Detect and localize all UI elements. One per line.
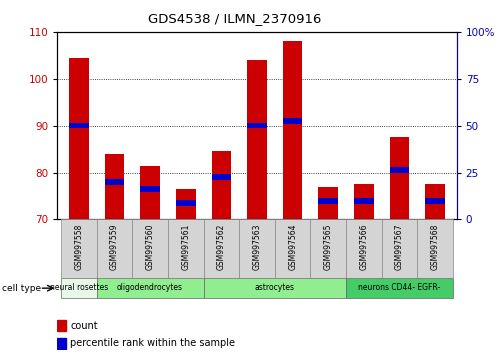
Bar [354,184,374,219]
Bar [425,198,445,204]
Bar [247,123,267,129]
Bar [346,219,382,278]
Bar [247,60,267,219]
Bar [283,41,302,219]
Bar [239,219,275,278]
Text: GSM997562: GSM997562 [217,224,226,270]
Bar [140,186,160,192]
Bar [57,338,66,349]
Bar [105,179,124,185]
Bar [275,219,310,278]
Bar [354,198,374,204]
Bar [168,219,204,278]
Bar [176,200,196,206]
Text: GSM997565: GSM997565 [324,224,333,270]
Bar [69,123,89,129]
Bar [61,278,97,298]
Bar [212,152,231,219]
Bar [57,320,66,331]
Text: cell type: cell type [2,284,41,293]
Text: count: count [70,321,98,331]
Text: neural rosettes: neural rosettes [49,283,108,292]
Bar [97,278,204,298]
Text: GSM997563: GSM997563 [252,224,261,270]
Bar [425,184,445,219]
Bar [105,154,124,219]
Bar [346,278,453,298]
Bar [390,167,409,173]
Bar [390,137,409,219]
Bar [318,187,338,219]
Text: GSM997564: GSM997564 [288,224,297,270]
Bar [97,219,132,278]
Bar [176,189,196,219]
Text: GDS4538 / ILMN_2370916: GDS4538 / ILMN_2370916 [148,12,321,25]
Text: GSM997559: GSM997559 [110,224,119,270]
Text: neurons CD44- EGFR-: neurons CD44- EGFR- [358,283,441,292]
Bar [283,118,302,124]
Bar [417,219,453,278]
Text: GSM997567: GSM997567 [395,224,404,270]
Text: GSM997558: GSM997558 [74,224,83,270]
Bar [69,58,89,219]
Bar [61,219,97,278]
Text: GSM997560: GSM997560 [146,224,155,270]
Bar [310,219,346,278]
Bar [140,166,160,219]
Bar [318,198,338,204]
Bar [212,175,231,180]
Text: oligodendrocytes: oligodendrocytes [117,283,183,292]
Bar [204,219,239,278]
Bar [204,278,346,298]
Text: GSM997561: GSM997561 [181,224,190,270]
Text: GSM997566: GSM997566 [359,224,368,270]
Bar [382,219,417,278]
Text: percentile rank within the sample: percentile rank within the sample [70,338,235,348]
Text: GSM997568: GSM997568 [431,224,440,270]
Text: astrocytes: astrocytes [255,283,295,292]
Bar [132,219,168,278]
